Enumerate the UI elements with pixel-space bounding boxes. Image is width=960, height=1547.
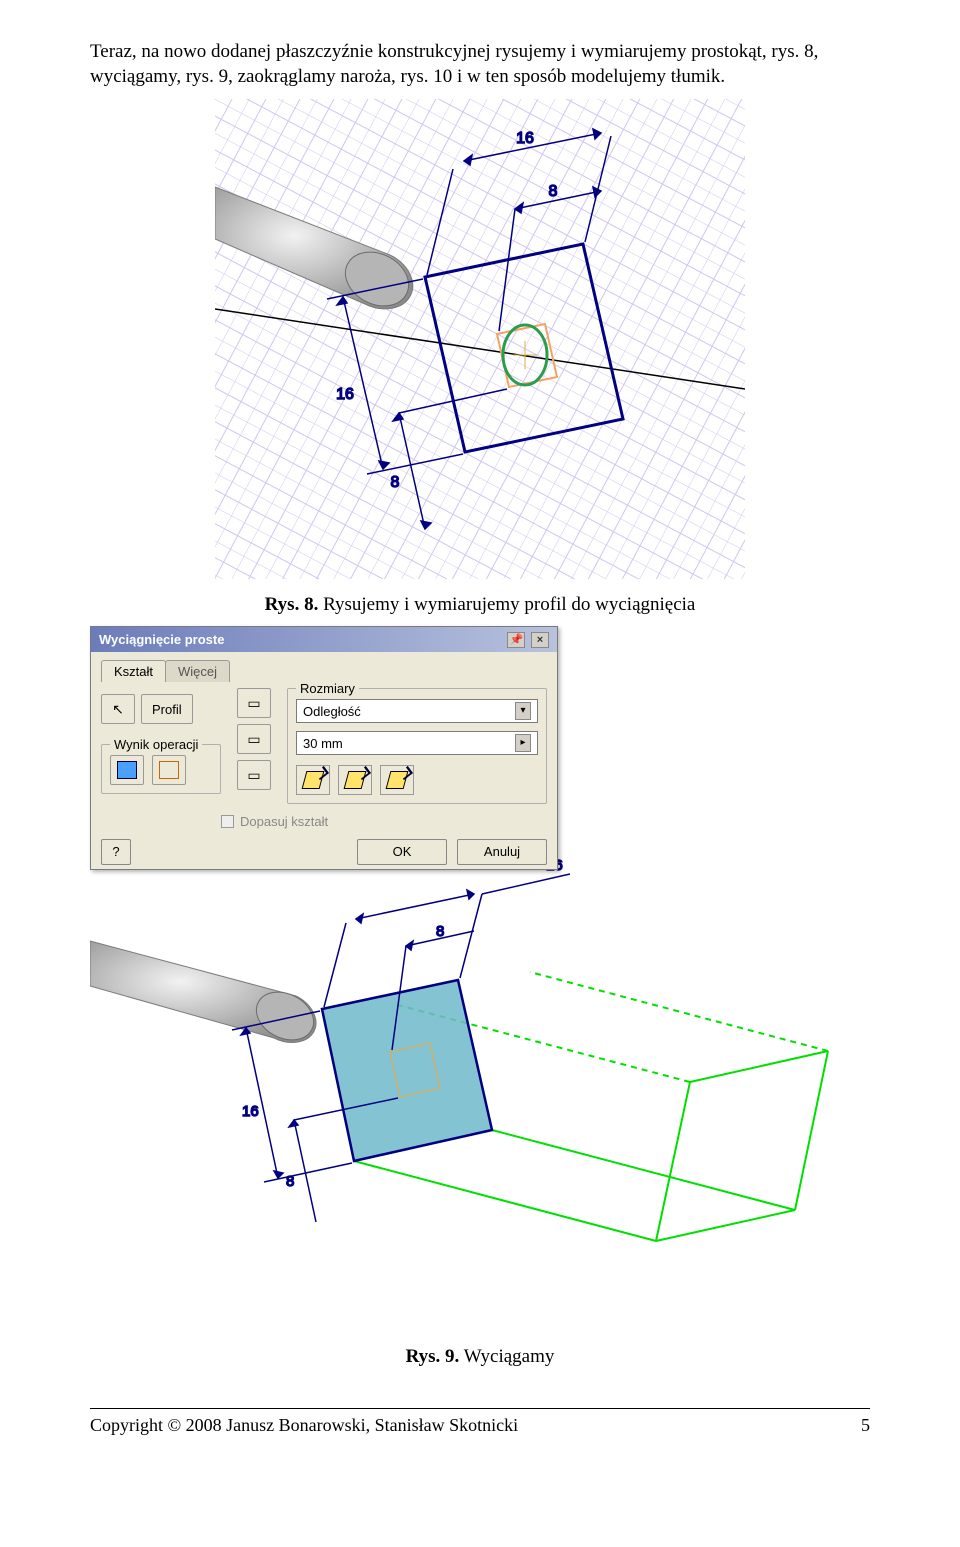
figure-8: 16 8 16 8 xyxy=(90,99,870,584)
dim-top-16: 16 xyxy=(516,130,534,147)
dim-left-16: 16 xyxy=(336,386,354,403)
fig9-label: Rys. 9. xyxy=(406,1346,460,1367)
mid-icon-2[interactable]: ▭ xyxy=(237,724,271,754)
rozmiary-select[interactable]: Odległość ▾ xyxy=(296,699,538,723)
extrude-dialog: Wyciągnięcie proste 📌 × Kształt Więcej ↖… xyxy=(90,626,558,870)
profile-button[interactable]: Profil xyxy=(141,694,193,724)
close-icon[interactable]: × xyxy=(531,632,549,648)
copyright: Copyright © 2008 Janusz Bonarowski, Stan… xyxy=(90,1415,518,1436)
page-footer: Copyright © 2008 Janusz Bonarowski, Stan… xyxy=(90,1408,870,1436)
ok-button[interactable]: OK xyxy=(357,839,447,865)
wynik-legend: Wynik operacji xyxy=(110,737,202,752)
fig9-text: Wyciągamy xyxy=(464,1346,555,1367)
body-paragraph: Teraz, na nowo dodanej płaszczyźnie kons… xyxy=(90,40,870,89)
mid-icon-1[interactable]: ▭ xyxy=(237,688,271,718)
figure-8-caption: Rys. 8. Rysujemy i wymiarujemy profil do… xyxy=(90,594,870,616)
page-number: 5 xyxy=(861,1415,870,1436)
rozmiary-value-input[interactable]: 30 mm ▸ xyxy=(296,731,538,755)
op-solid-icon[interactable] xyxy=(110,755,144,785)
dopasuj-checkbox xyxy=(221,815,234,828)
tab-ksztalt[interactable]: Kształt xyxy=(101,660,166,682)
dim-left-8: 8 xyxy=(391,474,400,491)
rozmiary-select-value: Odległość xyxy=(303,704,361,719)
op-surface-icon[interactable] xyxy=(152,755,186,785)
chevron-right-icon[interactable]: ▸ xyxy=(515,734,531,752)
figure-9-caption: Rys. 9. Wyciągamy xyxy=(90,1346,870,1368)
fig9-dim-8a: 8 xyxy=(436,923,444,940)
cursor-icon[interactable]: ↖ xyxy=(101,694,135,724)
dopasuj-row: Dopasuj kształt xyxy=(221,814,547,829)
dir-btn-3[interactable] xyxy=(380,765,414,795)
dialog-titlebar: Wyciągnięcie proste 📌 × xyxy=(91,627,557,652)
fig9-dim-16b: 16 xyxy=(242,1103,259,1120)
dir-btn-2[interactable] xyxy=(338,765,372,795)
dopasuj-label: Dopasuj kształt xyxy=(240,814,328,829)
dialog-tabs: Kształt Więcej xyxy=(101,660,547,682)
pin-icon[interactable]: 📌 xyxy=(507,632,525,648)
tab-wiecej[interactable]: Więcej xyxy=(165,660,230,682)
figure-8-svg: 16 8 16 8 xyxy=(215,99,745,579)
cancel-button[interactable]: Anuluj xyxy=(457,839,547,865)
rozmiary-legend: Rozmiary xyxy=(296,681,359,696)
mid-icon-3[interactable]: ▭ xyxy=(237,760,271,790)
fig9-dim-8b: 8 xyxy=(286,1173,294,1190)
rozmiary-value: 30 mm xyxy=(303,736,343,751)
help-button[interactable]: ? xyxy=(101,839,131,865)
fig8-label: Rys. 8. xyxy=(265,594,319,615)
dir-btn-1[interactable] xyxy=(296,765,330,795)
figure-9-composite: Wyciągnięcie proste 📌 × Kształt Więcej ↖… xyxy=(90,626,870,1346)
dialog-title: Wyciągnięcie proste xyxy=(99,632,224,647)
fig8-text: Rysujemy i wymiarujemy profil do wyciągn… xyxy=(323,594,695,615)
chevron-down-icon[interactable]: ▾ xyxy=(515,702,531,720)
dim-top-8: 8 xyxy=(549,183,558,200)
